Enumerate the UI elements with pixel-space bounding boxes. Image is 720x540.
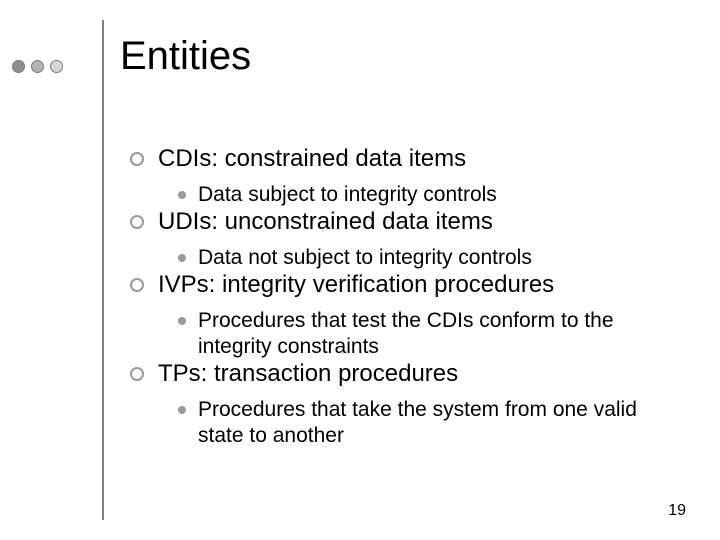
dot-icon (178, 254, 186, 262)
bullet-l2-text: Data subject to integrity controls (198, 182, 497, 208)
bullet-l1-text: CDIs: constrained data items (158, 145, 466, 174)
slide-content: CDIs: constrained data items Data subjec… (130, 145, 680, 450)
bullet-l1-text: TPs: transaction procedures (158, 360, 458, 389)
slide-title: Entities (120, 34, 251, 79)
hollow-circle-icon (130, 152, 144, 166)
bullet-l1: UDIs: unconstrained data items (130, 208, 680, 237)
dot-icon (178, 191, 186, 199)
bullet-l1: IVPs: integrity verification procedures (130, 271, 680, 300)
bullet-l2-text: Procedures that take the system from one… (198, 397, 680, 450)
bullet-l2-text: Data not subject to integrity controls (198, 245, 532, 271)
slide: Entities CDIs: constrained data items Da… (0, 0, 720, 540)
hollow-circle-icon (130, 367, 144, 381)
decor-dot (31, 60, 44, 73)
hollow-circle-icon (130, 278, 144, 292)
hollow-circle-icon (130, 215, 144, 229)
vertical-rule (102, 20, 104, 520)
bullet-l2: Data subject to integrity controls (178, 182, 680, 208)
bullet-l1-text: IVPs: integrity verification procedures (158, 271, 554, 300)
bullet-l1-text: UDIs: unconstrained data items (158, 208, 493, 237)
page-number: 19 (668, 502, 686, 520)
dot-icon (178, 406, 186, 414)
bullet-l2: Procedures that test the CDIs conform to… (178, 308, 680, 361)
bullet-l2: Procedures that take the system from one… (178, 397, 680, 450)
decor-dot (12, 60, 25, 73)
bullet-l1: TPs: transaction procedures (130, 360, 680, 389)
bullet-l2-text: Procedures that test the CDIs conform to… (198, 308, 680, 361)
bullet-l1: CDIs: constrained data items (130, 145, 680, 174)
bullet-l2: Data not subject to integrity controls (178, 245, 680, 271)
decor-dot (50, 60, 63, 73)
dot-icon (178, 317, 186, 325)
decor-dots (12, 60, 63, 73)
